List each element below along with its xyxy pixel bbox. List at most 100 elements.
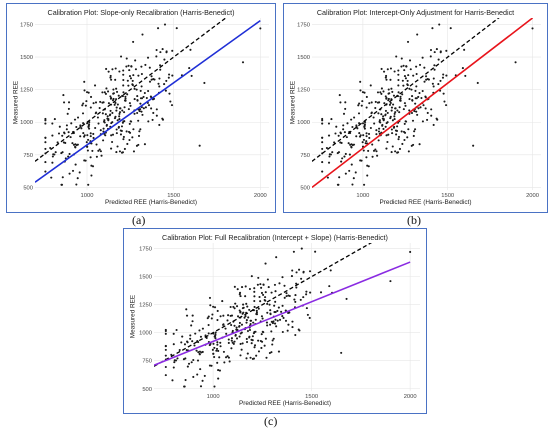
- data-point: [401, 93, 404, 96]
- data-point: [403, 122, 406, 125]
- data-point: [189, 334, 192, 337]
- data-point: [210, 364, 213, 367]
- data-point: [100, 154, 103, 157]
- data-point: [118, 150, 121, 153]
- data-point: [224, 327, 227, 330]
- data-point: [244, 295, 247, 298]
- data-point: [390, 87, 393, 90]
- data-point: [363, 91, 366, 94]
- data-point: [79, 135, 82, 138]
- data-point: [184, 379, 187, 382]
- data-point: [63, 132, 66, 135]
- data-point: [98, 148, 101, 151]
- data-point: [44, 170, 47, 173]
- data-point: [382, 127, 385, 130]
- data-point: [437, 58, 440, 61]
- data-point: [284, 319, 288, 322]
- data-point: [208, 344, 211, 347]
- data-point: [400, 130, 403, 133]
- data-point: [212, 342, 215, 345]
- data-point: [397, 91, 400, 94]
- data-point: [189, 337, 192, 340]
- plot-marks: [35, 18, 262, 186]
- data-point: [102, 139, 105, 142]
- data-point: [281, 315, 284, 318]
- data-point: [218, 356, 221, 359]
- data-point: [397, 138, 400, 141]
- data-point: [359, 89, 362, 92]
- data-point: [442, 73, 445, 76]
- data-point: [105, 87, 108, 90]
- data-point: [368, 136, 371, 140]
- data-point: [107, 102, 110, 105]
- data-point: [122, 69, 125, 72]
- data-point: [120, 151, 124, 154]
- data-point: [418, 143, 421, 146]
- data-point: [361, 91, 364, 94]
- data-point: [198, 353, 201, 356]
- data-point: [112, 92, 115, 95]
- data-point: [213, 355, 216, 359]
- data-point: [273, 304, 276, 307]
- data-point: [195, 349, 198, 352]
- data-point: [219, 315, 222, 318]
- data-point: [343, 131, 346, 134]
- data-point: [328, 155, 331, 158]
- data-point: [128, 102, 131, 105]
- data-point: [88, 127, 91, 130]
- data-point: [168, 73, 171, 76]
- data-point: [239, 332, 242, 335]
- data-point: [433, 64, 436, 67]
- data-point: [280, 310, 283, 313]
- data-point: [361, 100, 364, 103]
- data-point: [91, 149, 94, 152]
- data-point: [92, 132, 95, 136]
- data-point: [148, 66, 151, 69]
- data-point: [439, 51, 442, 54]
- data-point: [309, 291, 312, 294]
- data-point: [271, 339, 274, 342]
- data-point: [75, 183, 78, 186]
- data-point: [257, 276, 260, 279]
- data-point: [298, 268, 301, 271]
- data-point: [190, 74, 193, 77]
- data-point: [422, 104, 425, 107]
- data-point: [158, 123, 161, 127]
- data-point: [339, 132, 342, 135]
- data-point: [198, 144, 201, 147]
- data-point: [173, 361, 176, 364]
- data-point: [387, 97, 390, 101]
- data-point: [392, 103, 395, 106]
- data-point: [464, 74, 467, 77]
- data-point: [44, 122, 47, 125]
- data-point: [143, 143, 146, 146]
- data-point: [250, 342, 253, 345]
- data-point: [408, 109, 411, 112]
- data-point: [423, 80, 426, 83]
- data-point: [245, 341, 249, 344]
- data-point: [390, 151, 393, 154]
- data-point: [360, 104, 363, 107]
- data-point: [120, 55, 123, 58]
- data-point: [219, 345, 222, 348]
- data-point: [120, 125, 124, 128]
- data-point: [342, 112, 346, 115]
- data-point: [276, 309, 279, 312]
- data-point: [358, 132, 361, 135]
- data-point: [81, 104, 84, 107]
- data-point: [377, 112, 380, 115]
- data-point: [232, 305, 235, 308]
- data-point: [116, 145, 119, 148]
- calibration-line: [312, 18, 534, 189]
- data-point: [270, 320, 273, 323]
- data-point: [201, 350, 204, 354]
- data-point: [407, 74, 410, 77]
- data-point: [132, 74, 135, 77]
- data-point: [404, 77, 407, 80]
- data-point: [274, 290, 277, 293]
- data-point: [300, 277, 303, 280]
- data-point: [248, 328, 252, 332]
- data-point: [99, 100, 102, 103]
- data-point: [419, 106, 422, 109]
- data-point: [127, 84, 130, 87]
